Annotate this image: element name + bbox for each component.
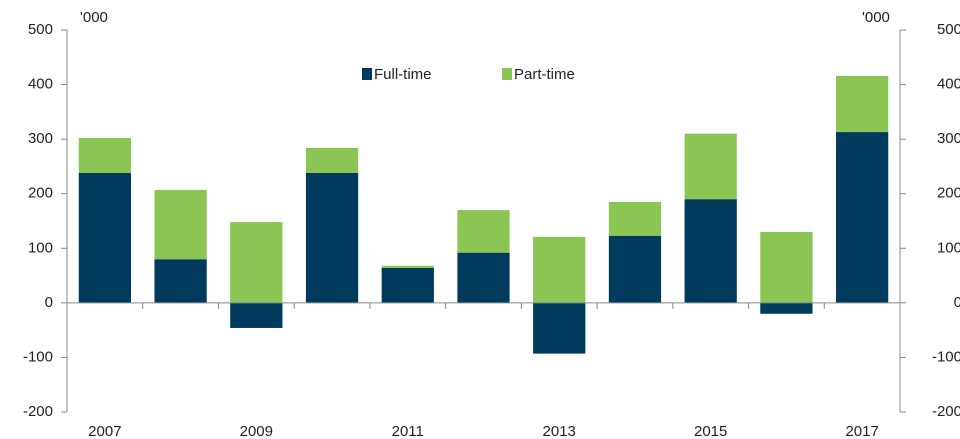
x-tick-label: 2011 [392,423,424,439]
x-tick-label: 2017 [845,423,878,439]
bar [457,210,510,253]
bar [154,259,207,303]
y2-tick-label: -200 [932,403,960,420]
x-tick-label: 2007 [88,423,121,439]
x-tick-label: 2009 [240,423,273,439]
y2-tick-label: 500 [937,21,960,38]
bar [305,172,359,303]
bar [836,132,889,303]
bar [533,302,586,354]
x-tick-label: 2015 [694,423,727,439]
y-tick-label: -100 [23,348,53,365]
y-tick-label: 200 [28,185,53,202]
bar [154,189,207,260]
bar [230,302,283,328]
y2-tick-label: 400 [937,76,960,93]
bar [533,236,586,303]
bar [78,172,131,303]
bar [608,235,662,303]
bar [684,199,737,303]
bar [381,267,434,303]
y2-tick-label: 200 [937,185,960,202]
y2-tick-label: 0 [954,294,960,311]
y-tick-label: 100 [28,239,53,256]
bar [608,201,662,236]
x-tick-label: 2013 [543,423,576,439]
legend-swatch [362,68,372,80]
bar [381,265,434,268]
bar [760,231,813,303]
y-tick-label: -200 [23,403,53,420]
bar [305,147,359,173]
y-tick-label: 300 [28,130,53,147]
legend-label: Part-time [514,66,575,83]
y-unit: '000 [80,9,108,26]
y2-tick-label: 300 [937,130,960,147]
bar [760,302,813,314]
bar [684,133,737,200]
legend-label: Full-time [374,66,432,83]
y2-tick-label: 100 [937,239,960,256]
y2-unit: '000 [862,9,890,26]
y-tick-label: 500 [28,21,53,38]
bar [836,75,889,133]
y-tick-label: 0 [45,294,53,311]
bar [457,252,510,303]
legend-swatch [502,68,512,80]
bar [230,222,283,303]
y-tick-label: 400 [28,76,53,93]
y2-tick-label: -100 [932,348,960,365]
bar [78,138,131,173]
